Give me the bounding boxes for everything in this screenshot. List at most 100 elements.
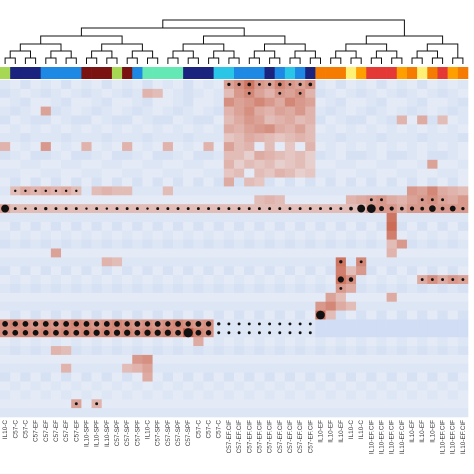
heatmap-cell — [20, 257, 31, 267]
heatmap-cell — [274, 124, 286, 134]
heatmap-cell — [335, 310, 347, 320]
dendrogram-branch — [345, 43, 388, 51]
heatmap-cell — [366, 230, 377, 240]
heatmap-cell — [406, 239, 418, 249]
heatmap-cell — [30, 363, 41, 373]
heatmap-cell — [244, 390, 255, 400]
group-color-cell — [50, 67, 62, 79]
heatmap-cell — [234, 142, 245, 152]
heatmap-cell — [244, 354, 255, 365]
heatmap-cell — [162, 177, 174, 187]
heatmap-cell — [61, 230, 72, 240]
heatmap-cell — [0, 372, 11, 382]
heatmap-cell — [356, 213, 367, 223]
heatmap-cell — [10, 97, 21, 107]
heatmap-cell — [122, 97, 133, 107]
heatmap-cell — [213, 186, 225, 196]
heatmap-cell — [122, 239, 133, 249]
heatmap-cell — [417, 80, 428, 90]
heatmap-cell — [91, 275, 103, 285]
heatmap-cell — [183, 159, 194, 169]
heatmap-cell — [386, 275, 398, 285]
heatmap-cell — [183, 97, 194, 107]
heatmap-cell — [345, 159, 357, 169]
marker-dot — [440, 206, 445, 211]
heatmap-cell — [315, 381, 326, 391]
heatmap-cell — [447, 186, 459, 196]
heatmap-cell — [447, 363, 459, 373]
dendrogram-branch — [370, 57, 382, 64]
heatmap-cell — [284, 257, 296, 267]
marker-dot — [420, 206, 425, 211]
heatmap-cell — [264, 97, 275, 107]
heatmap-cell — [40, 381, 52, 391]
heatmap-cell — [132, 150, 143, 161]
heatmap-cell — [437, 408, 448, 418]
heatmap-cell — [111, 177, 123, 187]
heatmap-cell — [162, 399, 174, 409]
heatmap-cell — [437, 266, 448, 276]
heatmap-cell — [122, 390, 133, 400]
heatmap-cell — [223, 177, 235, 187]
heatmap-cell — [223, 301, 235, 311]
heatmap-cell — [417, 337, 428, 347]
heatmap-cell — [172, 80, 184, 90]
marker-dot — [24, 207, 27, 210]
heatmap-cell — [61, 150, 72, 161]
heatmap-cell — [295, 310, 306, 320]
heatmap-cell — [366, 292, 377, 303]
heatmap-cell — [447, 80, 459, 90]
column-label: IL10-EF.CIF — [379, 420, 386, 454]
group-color-cell — [213, 67, 225, 79]
heatmap-cell — [30, 221, 41, 232]
heatmap-cell — [142, 399, 153, 409]
heatmap-cell — [396, 80, 408, 90]
heatmap-cell — [325, 97, 337, 107]
column-label: IL10-EF.CIF — [368, 420, 375, 454]
heatmap-cell — [335, 230, 347, 240]
heatmap-cell — [142, 115, 153, 125]
group-color-cell — [264, 67, 275, 79]
heatmap-cell — [457, 337, 469, 347]
heatmap-cell — [40, 310, 52, 320]
heatmap-cell — [366, 381, 377, 391]
heatmap-cell — [10, 354, 21, 365]
heatmap-cell — [376, 124, 387, 134]
heatmap-cell — [417, 168, 428, 178]
heatmap-cell — [40, 177, 52, 187]
marker-dot — [461, 206, 465, 211]
heatmap-cell — [437, 381, 448, 391]
heatmap-cell — [284, 337, 296, 347]
heatmap-cell — [264, 372, 275, 382]
heatmap-cell — [417, 328, 428, 338]
heatmap-cell — [40, 372, 52, 382]
heatmap-cell — [223, 88, 235, 99]
heatmap-cell — [152, 390, 164, 400]
heatmap-cell — [132, 239, 143, 249]
heatmap-cell — [71, 124, 82, 134]
heatmap-cell — [101, 390, 113, 400]
heatmap-cell — [81, 257, 92, 267]
heatmap-cell — [264, 301, 275, 311]
heatmap-cell — [386, 257, 398, 267]
heatmap-cell — [244, 310, 255, 320]
heatmap-cell — [40, 133, 52, 143]
heatmap-cell — [142, 266, 153, 276]
heatmap-cell — [437, 354, 448, 365]
heatmap-cell — [345, 124, 357, 134]
heatmap-cell — [417, 142, 428, 152]
heatmap-cell — [0, 363, 11, 373]
heatmap-cell — [264, 115, 275, 125]
heatmap-cell — [345, 354, 357, 365]
heatmap-cell — [437, 310, 448, 320]
heatmap-cell — [295, 133, 306, 143]
heatmap-cell — [437, 133, 448, 143]
heatmap-cell — [396, 186, 408, 196]
heatmap-cell — [457, 390, 469, 400]
marker-dot — [195, 329, 202, 336]
heatmap-cell — [447, 328, 459, 338]
heatmap-cell — [457, 248, 469, 258]
heatmap-cell — [111, 408, 123, 418]
heatmap-cell — [437, 372, 448, 382]
group-color-cell — [193, 67, 204, 79]
